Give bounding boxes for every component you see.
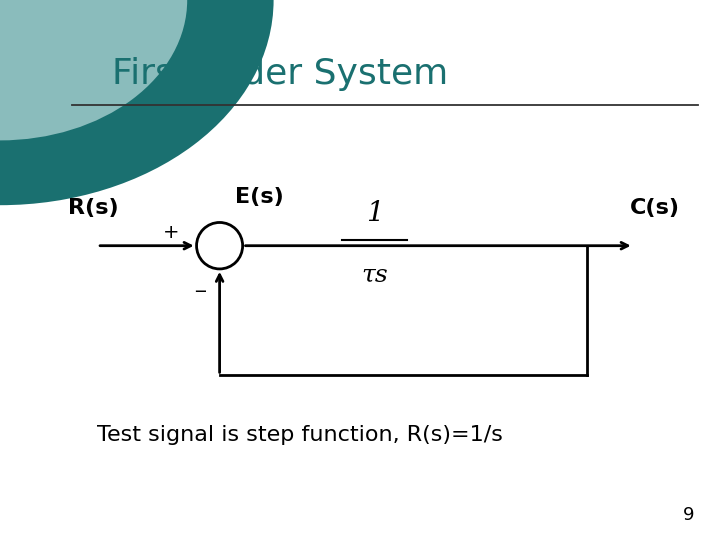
Wedge shape <box>0 0 274 205</box>
Text: +: + <box>163 222 179 242</box>
Text: _: _ <box>195 273 205 292</box>
Text: E(s): E(s) <box>235 187 284 207</box>
Text: Test signal is step function, R(s)=1/s: Test signal is step function, R(s)=1/s <box>97 424 503 445</box>
Wedge shape <box>0 0 187 140</box>
Text: 1: 1 <box>366 200 383 227</box>
Text: τs: τs <box>361 264 388 287</box>
Text: First Order System: First Order System <box>112 57 448 91</box>
Text: 9: 9 <box>683 506 695 524</box>
Text: R(s): R(s) <box>68 198 119 218</box>
Text: C(s): C(s) <box>630 198 680 218</box>
